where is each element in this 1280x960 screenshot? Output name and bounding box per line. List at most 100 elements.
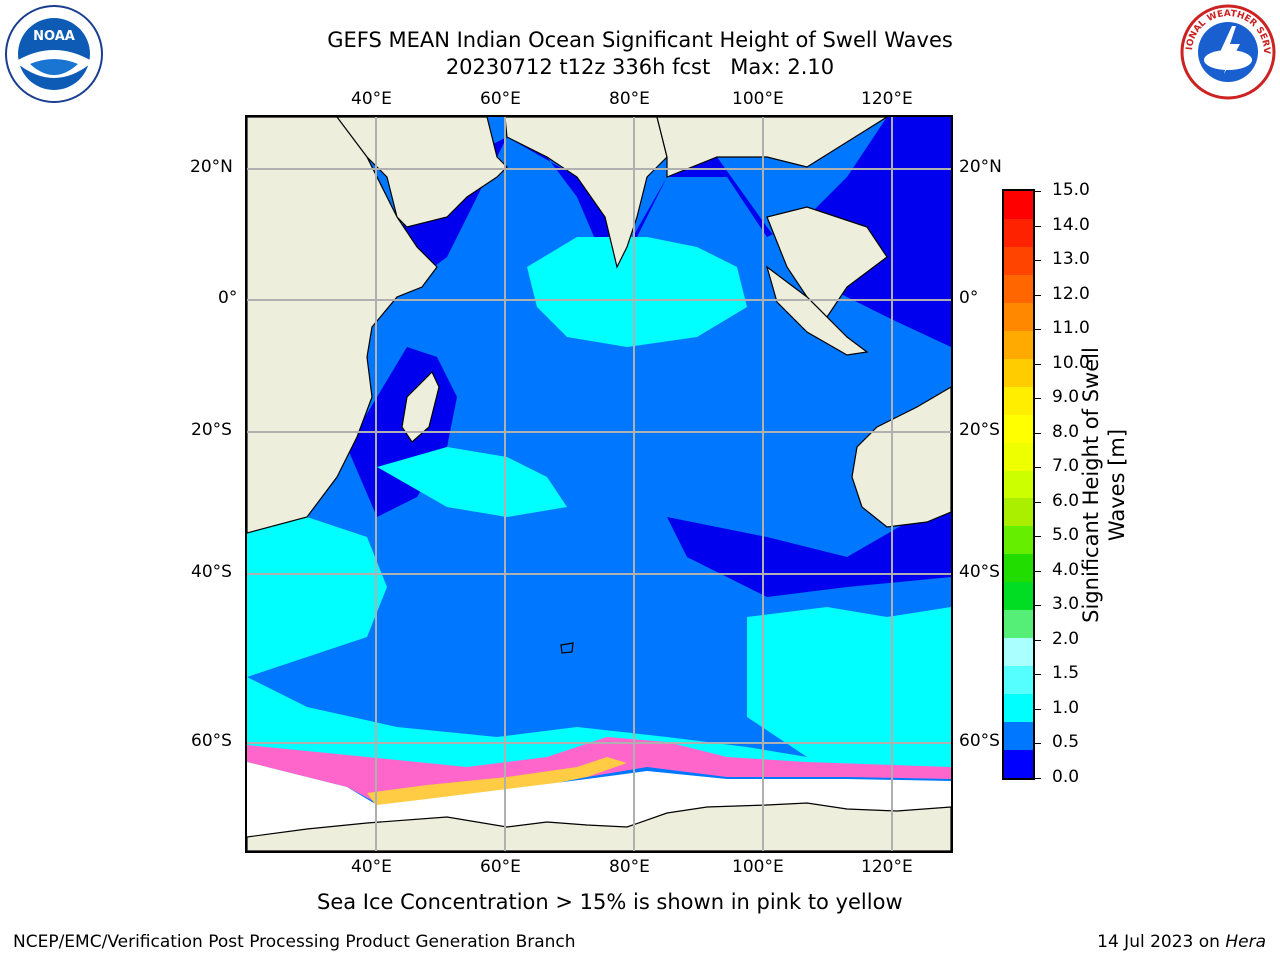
- footer-branch: NCEP/EMC/Verification Post Processing Pr…: [13, 932, 576, 952]
- lat-label-left-0: 0°: [218, 288, 238, 308]
- lat-label-right-40s: 40°S: [959, 562, 1000, 582]
- lon-label-bottom-40e: 40°E: [351, 857, 392, 877]
- footer-host: Hera: [1225, 932, 1266, 952]
- national-weather-service-logo-icon: NATIONAL WEATHER SERVICE: [1180, 4, 1276, 100]
- colorbar-segment: [1004, 386, 1033, 416]
- kerguelen-island: [560, 642, 574, 654]
- plot-title-line1: GEFS MEAN Indian Ocean Significant Heigh…: [327, 28, 953, 52]
- colorbar-tick-mark: [1035, 501, 1041, 503]
- colorbar-tick-label: 1.5: [1052, 663, 1080, 684]
- colorbar-segment: [1004, 246, 1033, 276]
- colorbar-segment: [1004, 666, 1033, 695]
- map-gridlines: [247, 117, 951, 851]
- colorbar-tick-mark: [1035, 260, 1041, 262]
- colorbar-tick-label: 3.0: [1052, 594, 1080, 615]
- colorbar-segment: [1004, 302, 1033, 332]
- colorbar-label-text: Significant Height of Swell Waves [m]: [1079, 347, 1129, 623]
- colorbar-segment: [1004, 526, 1033, 555]
- lon-label-bottom-100e: 100°E: [732, 857, 784, 877]
- lon-label-bottom-120e: 120°E: [861, 857, 913, 877]
- colorbar-segment: [1004, 498, 1033, 527]
- colorbar-segment: [1004, 638, 1033, 667]
- colorbar-tick-mark: [1035, 398, 1041, 400]
- australia-land: [851, 386, 951, 528]
- colorbar-tick-label: 13.0: [1052, 249, 1090, 270]
- colorbar-tick-mark: [1035, 432, 1041, 434]
- colorbar-tick-mark: [1035, 743, 1041, 745]
- lon-label-top-40e: 40°E: [351, 89, 392, 109]
- colorbar-tick-label: 12.0: [1052, 283, 1090, 304]
- colorbar-tick-label: 1.0: [1052, 697, 1080, 718]
- colorbar: [1002, 189, 1035, 780]
- colorbar-tick-mark: [1035, 294, 1041, 296]
- sumatra-java-land: [765, 265, 869, 356]
- antarctica-land: [247, 802, 951, 851]
- colorbar-tick-mark: [1035, 225, 1041, 227]
- colorbar-tick-mark: [1035, 778, 1041, 779]
- colorbar-segment: [1004, 470, 1033, 499]
- colorbar-tick-label: 9.0: [1052, 387, 1080, 408]
- moderate-swell-equatorial: [527, 237, 747, 347]
- noaa-logo-icon: NOAA: [5, 5, 103, 103]
- sea-ice-edge-yellow: [367, 757, 627, 807]
- colorbar-segment: [1004, 554, 1033, 583]
- colorbar-tick-mark: [1035, 674, 1041, 676]
- colorbar-segment: [1004, 358, 1033, 388]
- colorbar-tick-mark: [1035, 605, 1041, 607]
- colorbar-segment: [1004, 582, 1033, 611]
- noaa-logo-text: NOAA: [33, 29, 75, 44]
- colorbar-tick-label: 2.0: [1052, 628, 1080, 649]
- colorbar-segment: [1004, 414, 1033, 444]
- colorbar-tick-label: 14.0: [1052, 214, 1090, 235]
- lon-label-top-100e: 100°E: [732, 89, 784, 109]
- moderate-swell-south-central: [377, 447, 567, 517]
- colorbar-tick-mark: [1035, 708, 1041, 710]
- colorbar-tick-label: 11.0: [1052, 318, 1090, 339]
- lon-label-bottom-60e: 60°E: [480, 857, 521, 877]
- lon-label-top-60e: 60°E: [480, 89, 521, 109]
- colorbar-tick-label: 5.0: [1052, 525, 1080, 546]
- colorbar-segment: [1004, 274, 1033, 304]
- footer-date-host: 14 Jul 2023 on Hera: [1097, 932, 1266, 952]
- moderate-swell-southeast: [747, 607, 951, 767]
- colorbar-tick-label: 8.0: [1052, 421, 1080, 442]
- moderate-swell-southwest: [247, 517, 387, 677]
- low-swell-region-east: [667, 497, 951, 597]
- colorbar-segment: [1004, 610, 1033, 639]
- colorbar-segment: [1004, 191, 1033, 220]
- lat-label-left-60s: 60°S: [191, 731, 232, 751]
- lat-label-right-20s: 20°S: [959, 420, 1000, 440]
- colorbar-tick-label: 0.0: [1052, 767, 1080, 787]
- africa-arabia-land: [247, 117, 508, 534]
- colorbar-tick-mark: [1035, 536, 1041, 538]
- colorbar-tick-mark: [1035, 570, 1041, 572]
- colorbar-segment: [1004, 442, 1033, 471]
- colorbar-segment: [1004, 722, 1033, 751]
- lat-label-right-0: 0°: [959, 288, 979, 308]
- map-panel: [245, 115, 953, 853]
- southeast-asia-land: [656, 117, 889, 318]
- colorbar-tick-label: 10.0: [1052, 352, 1090, 373]
- lon-label-top-120e: 120°E: [861, 89, 913, 109]
- colorbar-tick-mark: [1035, 329, 1041, 331]
- madagascar-land: [401, 370, 440, 443]
- colorbar-tick-label: 15.0: [1052, 180, 1090, 200]
- moderate-swell-southern-band: [247, 677, 951, 767]
- colorbar-tick-label: 7.0: [1052, 456, 1080, 477]
- colorbar-tick-mark: [1035, 467, 1041, 469]
- lon-label-top-80e: 80°E: [609, 89, 650, 109]
- colorbar-tick-mark: [1035, 191, 1041, 192]
- lat-label-right-20n: 20°N: [959, 157, 1002, 177]
- footer-date: 14 Jul 2023 on: [1097, 932, 1226, 952]
- colorbar-segment: [1004, 330, 1033, 360]
- lat-label-left-20s: 20°S: [191, 420, 232, 440]
- lon-label-bottom-80e: 80°E: [609, 857, 650, 877]
- lat-label-right-60s: 60°S: [959, 731, 1000, 751]
- colorbar-tick-label: 4.0: [1052, 559, 1080, 580]
- colorbar-segment: [1004, 218, 1033, 248]
- plot-title-line2: 20230712 t12z 336h fcst Max: 2.10: [445, 55, 835, 79]
- lat-label-left-40s: 40°S: [191, 562, 232, 582]
- colorbar-tick-label: 6.0: [1052, 490, 1080, 511]
- colorbar-tick-mark: [1035, 363, 1041, 365]
- lat-label-left-20n: 20°N: [190, 157, 233, 177]
